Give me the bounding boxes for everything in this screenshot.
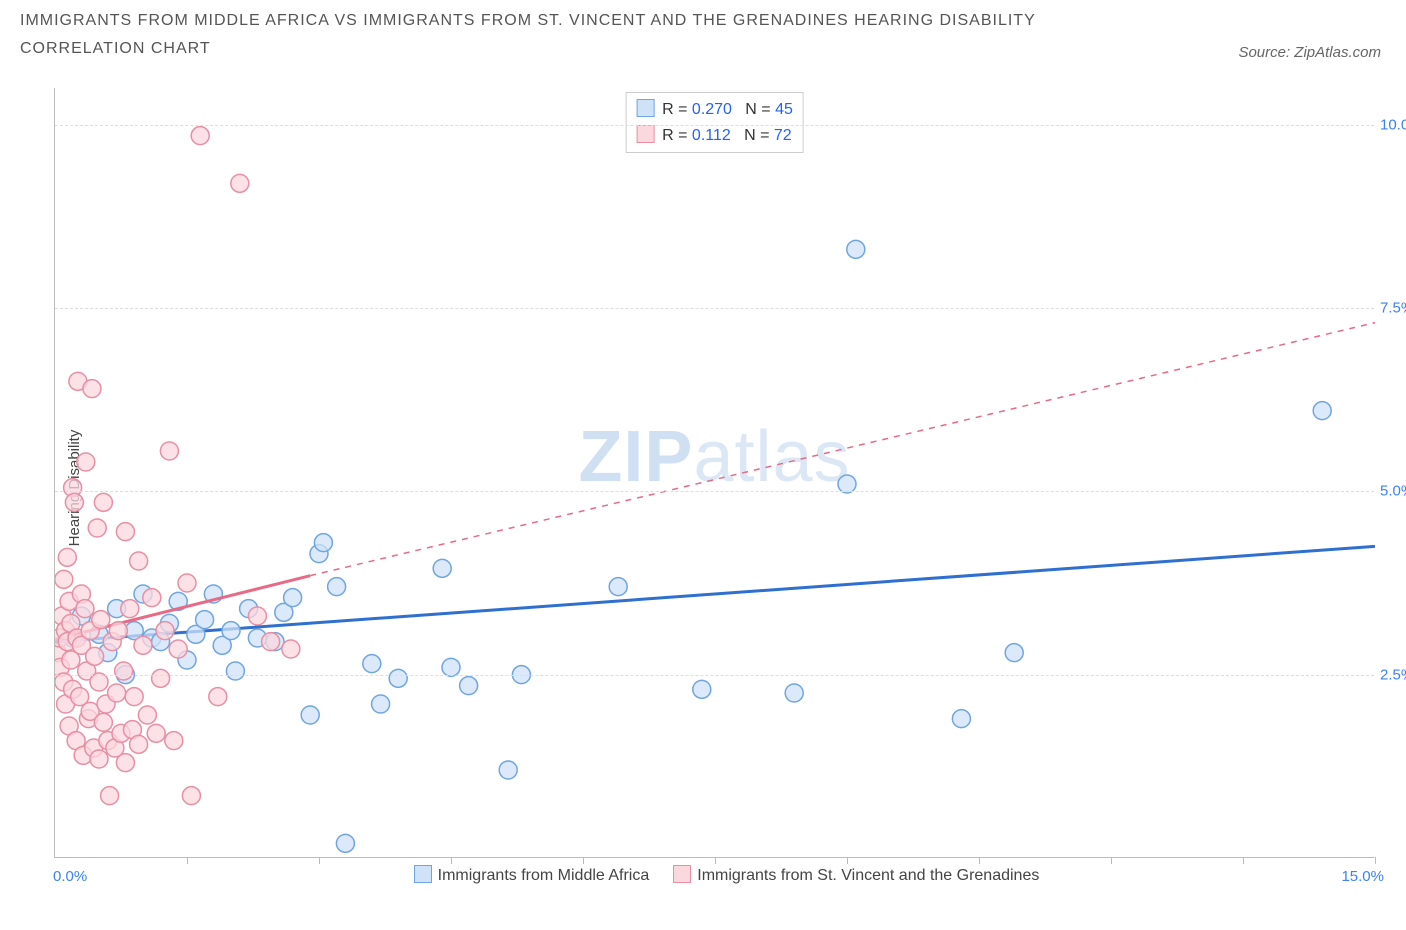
data-point-svg_gren <box>165 732 183 750</box>
data-point-svg_gren <box>101 787 119 805</box>
data-point-svg_gren <box>94 493 112 511</box>
chart-container: Hearing Disability ZIPatlas R = 0.270 N … <box>48 88 1386 888</box>
data-point-svg_gren <box>83 380 101 398</box>
data-point-svg_gren <box>58 548 76 566</box>
data-point-middle_africa <box>372 695 390 713</box>
regression-line-ext-svg_gren <box>310 323 1375 576</box>
data-point-svg_gren <box>248 607 266 625</box>
data-point-middle_africa <box>609 578 627 596</box>
data-point-middle_africa <box>460 677 478 695</box>
data-point-middle_africa <box>785 684 803 702</box>
data-point-middle_africa <box>838 475 856 493</box>
plot-area: ZIPatlas R = 0.270 N = 45R = 0.112 N = 7… <box>54 88 1374 858</box>
data-point-svg_gren <box>191 127 209 145</box>
data-point-svg_gren <box>94 713 112 731</box>
data-point-svg_gren <box>115 662 133 680</box>
data-point-svg_gren <box>116 523 134 541</box>
data-point-svg_gren <box>178 574 196 592</box>
data-point-svg_gren <box>92 611 110 629</box>
data-point-svg_gren <box>108 684 126 702</box>
legend-label-svg_gren: Immigrants from St. Vincent and the Gren… <box>697 867 1039 884</box>
data-point-svg_gren <box>169 640 187 658</box>
data-point-middle_africa <box>196 611 214 629</box>
legend-swatch-svg_gren <box>673 865 691 883</box>
data-point-middle_africa <box>328 578 346 596</box>
data-point-svg_gren <box>88 519 106 537</box>
data-point-svg_gren <box>152 669 170 687</box>
data-point-svg_gren <box>160 442 178 460</box>
data-point-middle_africa <box>301 706 319 724</box>
data-point-middle_africa <box>363 655 381 673</box>
chart-title-line1: IMMIGRANTS FROM MIDDLE AFRICA VS IMMIGRA… <box>20 12 1386 30</box>
x-tick <box>1375 857 1376 864</box>
data-point-svg_gren <box>138 706 156 724</box>
data-point-middle_africa <box>314 534 332 552</box>
y-tick-label: 5.0% <box>1380 483 1406 500</box>
data-point-middle_africa <box>284 589 302 607</box>
data-point-middle_africa <box>226 662 244 680</box>
data-point-svg_gren <box>134 636 152 654</box>
data-point-svg_gren <box>55 570 73 588</box>
data-point-svg_gren <box>147 724 165 742</box>
data-point-middle_africa <box>1313 402 1331 420</box>
data-point-middle_africa <box>433 559 451 577</box>
data-point-svg_gren <box>90 750 108 768</box>
data-point-svg_gren <box>156 622 174 640</box>
x-tick <box>1243 857 1244 864</box>
legend-swatch-middle_africa <box>414 865 432 883</box>
data-point-svg_gren <box>116 754 134 772</box>
data-point-svg_gren <box>90 673 108 691</box>
regression-line-middle_africa <box>55 546 1375 641</box>
data-point-svg_gren <box>130 552 148 570</box>
gridline <box>55 491 1374 492</box>
gridline <box>55 308 1374 309</box>
data-point-svg_gren <box>121 600 139 618</box>
data-point-svg_gren <box>125 688 143 706</box>
source-label: Source: ZipAtlas.com <box>1238 44 1381 61</box>
data-point-middle_africa <box>847 240 865 258</box>
x-tick <box>1111 857 1112 864</box>
data-point-svg_gren <box>143 589 161 607</box>
data-point-svg_gren <box>262 633 280 651</box>
data-point-middle_africa <box>336 834 354 852</box>
data-point-middle_africa <box>499 761 517 779</box>
chart-svg-layer <box>55 88 1375 858</box>
data-point-svg_gren <box>130 735 148 753</box>
data-point-svg_gren <box>86 647 104 665</box>
data-point-svg_gren <box>182 787 200 805</box>
data-point-middle_africa <box>1005 644 1023 662</box>
data-point-svg_gren <box>65 493 83 511</box>
x-tick <box>979 857 980 864</box>
data-point-middle_africa <box>952 710 970 728</box>
x-tick <box>715 857 716 864</box>
x-tick <box>583 857 584 864</box>
x-tick <box>187 857 188 864</box>
data-point-svg_gren <box>282 640 300 658</box>
bottom-legend: Immigrants from Middle Africa Immigrants … <box>55 865 1374 885</box>
y-tick-label: 2.5% <box>1380 666 1406 683</box>
data-point-middle_africa <box>693 680 711 698</box>
data-point-svg_gren <box>231 174 249 192</box>
data-point-middle_africa <box>222 622 240 640</box>
x-tick <box>319 857 320 864</box>
y-tick-label: 7.5% <box>1380 300 1406 317</box>
x-tick <box>451 857 452 864</box>
x-tick <box>847 857 848 864</box>
data-point-svg_gren <box>209 688 227 706</box>
y-tick-label: 10.0% <box>1380 116 1406 133</box>
data-point-middle_africa <box>442 658 460 676</box>
data-point-svg_gren <box>77 453 95 471</box>
data-point-svg_gren <box>76 600 94 618</box>
gridline <box>55 675 1374 676</box>
gridline <box>55 125 1374 126</box>
chart-title-line2: CORRELATION CHART <box>20 40 1386 58</box>
legend-label-middle_africa: Immigrants from Middle Africa <box>438 867 650 884</box>
data-point-svg_gren <box>109 622 127 640</box>
data-point-middle_africa <box>389 669 407 687</box>
